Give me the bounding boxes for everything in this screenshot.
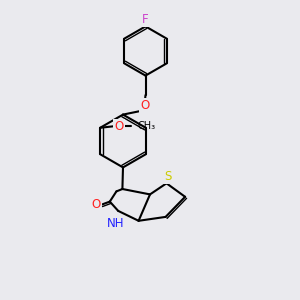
Text: F: F <box>142 13 149 26</box>
Text: CH₃: CH₃ <box>137 121 155 131</box>
Text: O: O <box>140 99 149 112</box>
Text: O: O <box>114 120 123 133</box>
Text: NH: NH <box>107 217 124 230</box>
Text: O: O <box>92 198 101 211</box>
Text: S: S <box>164 170 172 183</box>
